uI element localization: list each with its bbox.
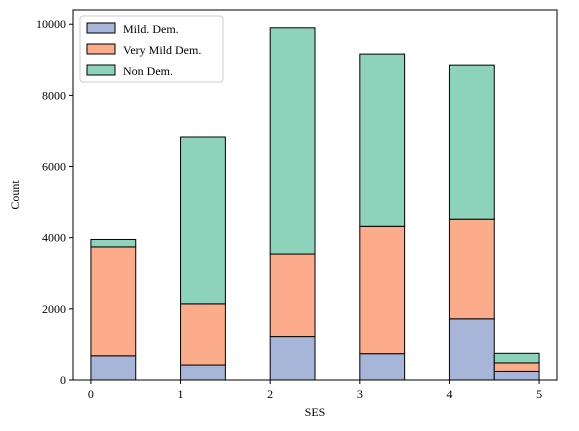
- bar-segment-0-0: [90, 355, 137, 381]
- legend-label-1: Very Mild Dem.: [123, 43, 201, 57]
- legend-label-0: Mild. Dem.: [123, 22, 179, 36]
- bar-segment-0-4: [448, 318, 495, 381]
- bar-segment-2-0: [90, 238, 137, 248]
- bar-segment-2-1: [180, 136, 226, 305]
- bar-segment-2-3: [359, 53, 406, 227]
- bar-segment-1-1: [180, 303, 226, 366]
- bar-segment-1-0: [90, 246, 137, 357]
- bar-segment-1-3: [359, 225, 406, 355]
- x-tick-label: 3: [357, 387, 363, 401]
- bar-segment-0-3: [359, 353, 406, 381]
- bar-segment-1-2: [269, 253, 316, 338]
- x-axis-label: SES: [305, 405, 326, 419]
- y-tick-label: 0: [60, 373, 66, 387]
- x-tick-label: 0: [88, 387, 94, 401]
- legend-label-2: Non Dem.: [123, 64, 173, 78]
- x-axis-ticks: 0 1 2 3 4 5: [88, 380, 542, 401]
- y-tick-label: 8000: [42, 88, 66, 102]
- bar-segment-2-2: [269, 27, 316, 255]
- x-tick-label: 4: [446, 387, 452, 401]
- x-tick-label: 2: [267, 387, 273, 401]
- y-tick-label: 6000: [42, 160, 66, 174]
- x-tick-label: 1: [178, 387, 184, 401]
- legend-box: [79, 15, 224, 83]
- y-tick-label: 4000: [42, 231, 66, 245]
- y-axis-label: Count: [8, 180, 22, 210]
- bars-group: [90, 27, 540, 381]
- y-axis-ticks: 0 2000 4000 6000 8000 10000: [36, 17, 73, 387]
- legend-swatch-0: [86, 22, 116, 34]
- bar-segment-0-5: [493, 370, 540, 381]
- bar-segment-0-1: [180, 364, 226, 381]
- legend-swatch-2: [86, 64, 116, 76]
- legend-swatch-1: [86, 43, 116, 55]
- bar-segment-1-5: [493, 362, 540, 372]
- plot-frame: [72, 9, 558, 381]
- legend: Mild. Dem. Very Mild Dem. Non Dem.: [79, 15, 224, 83]
- bar-segment-2-4: [448, 64, 495, 220]
- y-tick-label: 10000: [36, 17, 66, 31]
- bar-segment-1-4: [448, 218, 495, 320]
- bar-segment-2-5: [493, 352, 540, 364]
- y-tick-label: 2000: [42, 302, 66, 316]
- bar-segment-0-2: [269, 336, 316, 381]
- x-tick-label: 5: [536, 387, 542, 401]
